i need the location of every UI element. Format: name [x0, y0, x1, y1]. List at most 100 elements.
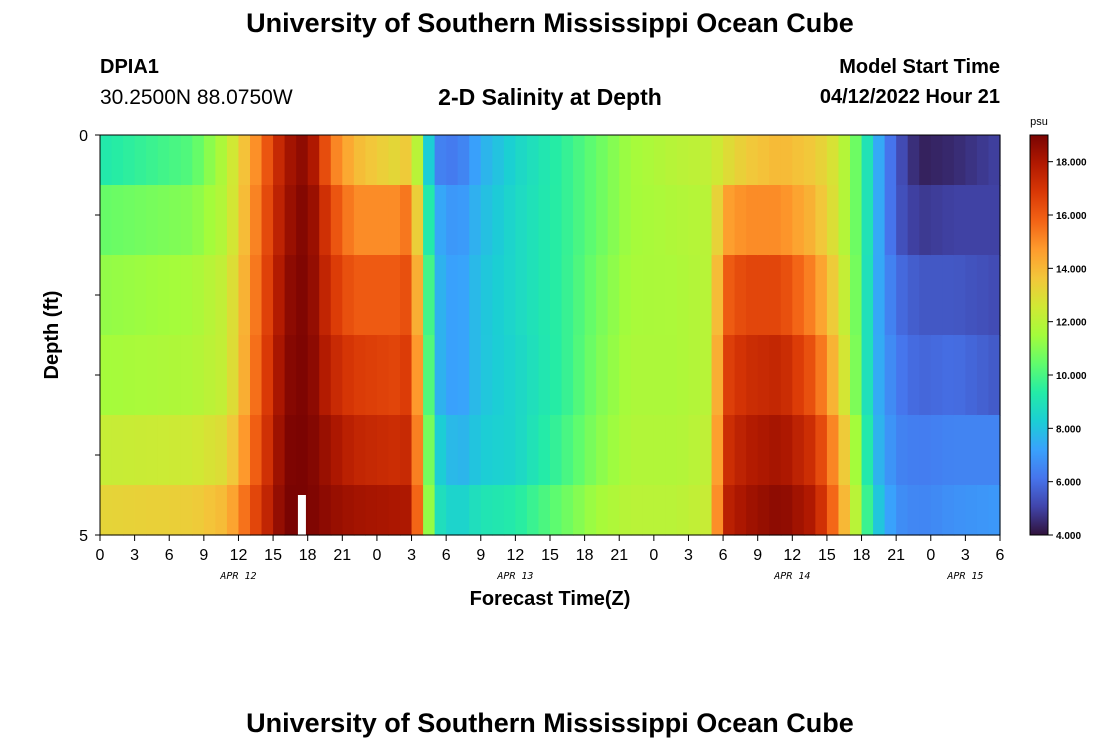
heatmap-cell — [169, 335, 182, 416]
heatmap-cell — [273, 185, 286, 256]
heatmap-cell — [826, 485, 840, 536]
heatmap-cell — [319, 485, 332, 536]
model-start-value: 04/12/2022 Hour 21 — [819, 86, 1000, 108]
x-tick-label: 0 — [96, 547, 105, 564]
heatmap-cell — [884, 415, 897, 486]
heatmap-cell — [780, 485, 793, 536]
heatmap-cell — [307, 255, 320, 336]
heatmap-cell — [688, 335, 701, 416]
heatmap-cell — [907, 185, 920, 256]
heatmap-cell — [884, 485, 897, 536]
heatmap-cell — [250, 335, 263, 416]
heatmap-cell — [261, 415, 274, 486]
heatmap-cell — [573, 485, 586, 536]
heatmap-cell — [365, 485, 378, 536]
heatmap-cell — [607, 415, 620, 486]
heatmap-cell — [573, 255, 586, 336]
heatmap-cell — [215, 415, 228, 486]
heatmap-cell — [734, 185, 747, 256]
x-tick-label: 6 — [165, 547, 174, 564]
heatmap-cell — [953, 335, 966, 416]
heatmap-cell — [769, 335, 782, 416]
heatmap-cell — [792, 485, 805, 536]
heatmap-cell — [919, 335, 932, 416]
x-tick-label: 15 — [818, 547, 836, 564]
x-tick-label: 6 — [719, 547, 728, 564]
heatmap-cell — [619, 415, 632, 486]
heatmap-cell — [538, 335, 551, 416]
heatmap-cell — [850, 415, 863, 486]
heatmap-cell — [365, 335, 378, 416]
x-tick-label: 21 — [333, 547, 351, 564]
heatmap-cell — [815, 135, 828, 186]
heatmap-cell — [953, 485, 966, 536]
heatmap-cell — [769, 255, 782, 336]
heatmap-cell — [688, 185, 701, 256]
heatmap-cell — [342, 135, 355, 186]
heatmap-cell — [203, 485, 216, 536]
heatmap-cell — [965, 415, 978, 486]
heatmap-cell — [296, 255, 309, 336]
x-tick-label: 3 — [407, 547, 416, 564]
heatmap-cell — [538, 185, 551, 256]
heatmap-cell — [988, 185, 1001, 256]
heatmap-cell — [584, 415, 597, 486]
heatmap-cell — [250, 255, 263, 336]
heatmap-cell — [803, 335, 816, 416]
heatmap-cell — [123, 185, 136, 256]
heatmap-cell — [157, 415, 170, 486]
heatmap-cell — [896, 485, 909, 536]
heatmap-cell — [376, 255, 390, 336]
heatmap-cell — [688, 485, 701, 536]
heatmap-cell — [446, 185, 459, 256]
heatmap-cell — [907, 135, 920, 186]
heatmap-cell — [561, 335, 574, 416]
heatmap-cell — [919, 485, 932, 536]
heatmap-cell — [803, 415, 816, 486]
chart-subtitle: 2-D Salinity at Depth — [438, 84, 662, 110]
x-tick-label: 18 — [853, 547, 871, 564]
x-tick-label: 12 — [783, 547, 801, 564]
heatmap-cell — [896, 255, 909, 336]
heatmap-cell — [250, 415, 263, 486]
heatmap-cell — [769, 415, 782, 486]
colorbar-ticks: 4.000 6.000 8.000 10.000 12.000 14.000 16.000 1… — [1048, 158, 1087, 542]
heatmap-cell — [550, 415, 563, 486]
heatmap-cell — [826, 255, 840, 336]
heatmap-cell — [100, 415, 113, 486]
heatmap-cell — [111, 135, 124, 186]
heatmap-cell — [480, 185, 493, 256]
heatmap-cell — [342, 485, 355, 536]
heatmap-cell — [226, 415, 240, 486]
heatmap-cell — [861, 415, 874, 486]
heatmap-cell — [134, 415, 147, 486]
heatmap-cell — [653, 135, 666, 186]
heatmap-cell — [503, 135, 516, 186]
heatmap-cell — [480, 335, 493, 416]
heatmap-cell — [642, 415, 655, 486]
x-tick-label: 12 — [506, 547, 524, 564]
heatmap-cell — [942, 135, 955, 186]
heatmap-cell — [734, 335, 747, 416]
heatmap-cell — [988, 255, 1001, 336]
heatmap-cell — [261, 335, 274, 416]
heatmap-cell — [134, 335, 147, 416]
heatmap-cell — [873, 135, 886, 186]
heatmap-cell — [746, 335, 759, 416]
heatmap-cell — [238, 415, 251, 486]
heatmap-cell — [215, 485, 228, 536]
heatmap-cell — [250, 135, 263, 186]
heatmap-cell — [434, 185, 447, 256]
heatmap-cell — [746, 185, 759, 256]
x-tick-label: 9 — [753, 547, 762, 564]
heatmap-cell — [607, 185, 620, 256]
date-label: APR 12 — [219, 571, 256, 582]
colorbar-tick-label: 14.000 — [1056, 264, 1087, 275]
heatmap-cell — [884, 135, 897, 186]
heatmap-cell — [826, 135, 840, 186]
heatmap-cell — [446, 335, 459, 416]
heatmap-cell — [146, 135, 159, 186]
heatmap-cell — [838, 485, 851, 536]
heatmap-cell — [284, 415, 297, 486]
heatmap-cell — [319, 415, 332, 486]
